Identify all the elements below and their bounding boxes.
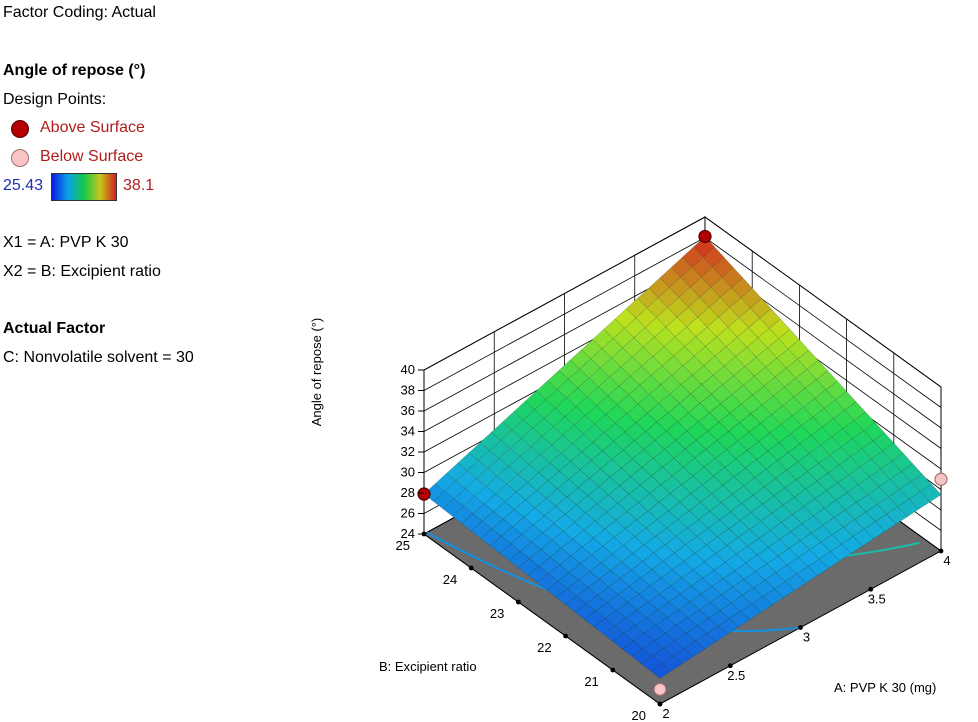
z-tick-label: 36	[401, 403, 415, 418]
factor-coding-label: Factor Coding: Actual	[3, 4, 156, 21]
z-tick-label: 34	[401, 424, 415, 439]
z-tick-label: 40	[401, 362, 415, 377]
x-tick	[938, 548, 944, 554]
x-tick-label: 2	[662, 706, 669, 721]
z-tick-label: 28	[401, 485, 415, 500]
x2-label: X2 = B: Excipient ratio	[3, 263, 161, 280]
x-axis-title: A: PVP K 30 (mg)	[834, 680, 936, 695]
response-title: Angle of repose (°)	[3, 62, 146, 79]
scale-min-label: 25.43	[3, 177, 44, 194]
below-surface-label: Below Surface	[40, 148, 144, 165]
x-tick	[727, 663, 733, 669]
y-tick-label: 20	[632, 708, 646, 722]
x-tick-label: 3.5	[868, 591, 886, 606]
x-tick-label: 2.5	[727, 668, 745, 683]
y-tick-label: 25	[396, 538, 410, 553]
z-tick-label: 32	[401, 444, 415, 459]
z-tick-label: 30	[401, 465, 415, 480]
design-points-label: Design Points:	[3, 91, 107, 108]
z-tick-label: 26	[401, 506, 415, 521]
x-tick	[868, 586, 874, 592]
y-tick-label: 24	[443, 572, 457, 587]
below-surface-marker-icon	[11, 149, 29, 167]
y-axis-title: B: Excipient ratio	[379, 659, 477, 674]
x1-label: X1 = A: PVP K 30	[3, 234, 129, 251]
z-tick-label: 38	[401, 383, 415, 398]
color-scale-bar	[51, 173, 117, 201]
z-tick-label: 24	[401, 526, 415, 541]
design-point-below	[934, 472, 948, 486]
y-tick	[468, 565, 474, 571]
y-tick-label: 21	[584, 674, 598, 689]
response-surface	[423, 236, 942, 679]
actual-factor-value: C: Nonvolatile solvent = 30	[3, 349, 194, 366]
y-tick	[563, 633, 568, 639]
y-tick	[516, 599, 521, 605]
design-point-below	[653, 682, 667, 696]
scale-max-label: 38.1	[123, 177, 155, 194]
design-point-above	[417, 487, 431, 501]
y-tick	[657, 701, 663, 707]
design-points	[417, 229, 948, 696]
x-tick-label: 3	[803, 630, 810, 645]
y-tick	[610, 667, 616, 673]
y-tick-label: 23	[490, 606, 504, 621]
y-tick-label: 22	[537, 640, 551, 655]
y-tick	[421, 531, 427, 537]
x-tick	[798, 625, 803, 630]
design-point-above	[698, 229, 712, 244]
z-axis-title: Angle of repose (°)	[309, 318, 324, 427]
above-surface-marker-icon	[11, 120, 29, 138]
above-surface-label: Above Surface	[40, 119, 145, 136]
actual-factor-title: Actual Factor	[3, 320, 106, 337]
x-tick-label: 4	[943, 553, 950, 568]
surface-cell	[650, 663, 672, 679]
